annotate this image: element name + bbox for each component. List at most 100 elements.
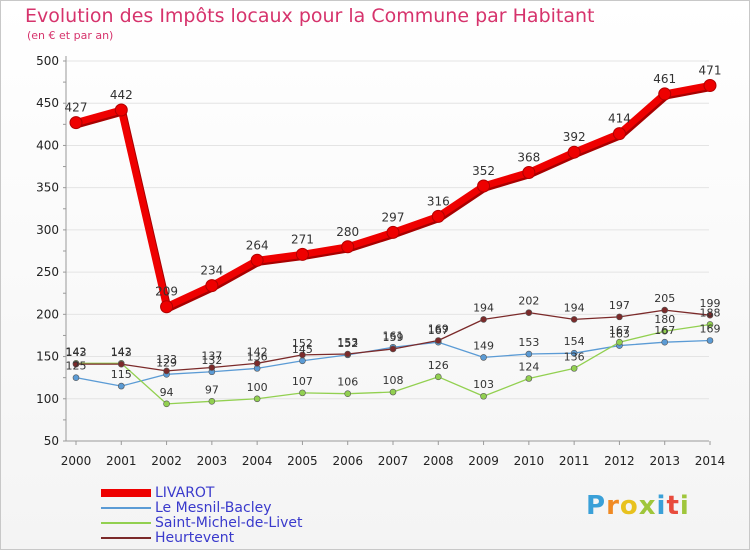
data-label: 136 [247,350,268,363]
data-label: 199 [700,297,721,310]
data-label: 106 [337,376,358,389]
data-label: 264 [246,238,269,252]
data-label: 209 [155,285,178,299]
data-label: 368 [517,150,540,164]
data-label: 94 [160,386,174,399]
data-label: 180 [654,313,675,326]
data-label: 414 [608,112,631,126]
data-label: 142 [247,345,268,358]
data-label: 163 [609,328,630,341]
data-label: 107 [292,375,313,388]
data-point [389,388,397,396]
data-point [250,253,264,267]
x-tick-label: 2014 [695,454,726,468]
data-point [706,337,714,344]
data-label: 152 [292,337,313,350]
legend-entry: Heurtevent [101,530,303,545]
data-label: 234 [200,264,223,278]
data-label: 169 [428,323,449,336]
y-tick-label: 350 [36,181,59,195]
data-point [570,349,578,357]
data-label: 132 [201,354,222,367]
data-label: 152 [337,337,358,350]
x-tick-label: 2008 [423,454,454,468]
data-label: 167 [654,324,675,337]
data-label: 143 [111,346,132,359]
y-tick-label: 500 [36,54,59,68]
x-tick-label: 2007 [378,454,409,468]
x-tick-label: 2004 [242,454,273,468]
data-point [341,240,355,254]
data-point [117,382,125,390]
data-point [616,313,623,321]
y-tick-label: 200 [36,307,59,321]
data-point [253,360,261,367]
y-tick-label: 450 [36,96,59,110]
y-tick-label: 50 [44,434,59,448]
data-point [160,300,174,314]
data-point [163,367,170,375]
legend-label: LIVAROT [155,484,215,501]
data-point [525,375,533,382]
data-label: 142 [66,345,87,358]
data-label: 202 [518,295,539,308]
legend-entry: Saint-Michel-de-Livet [101,515,303,530]
data-point [344,390,352,398]
data-label: 194 [473,301,494,314]
data-label: 471 [699,63,722,77]
data-label: 297 [382,210,405,224]
data-label: 392 [563,130,586,144]
x-tick-label: 2005 [287,454,318,468]
data-label: 316 [427,194,450,208]
data-label: 188 [700,306,721,319]
x-tick-label: 2010 [514,454,545,468]
data-label: 100 [247,381,268,394]
data-label: 154 [564,335,585,348]
data-point [616,338,623,346]
data-label: 153 [337,336,358,349]
data-label: 461 [653,72,676,86]
data-label: 129 [156,356,177,369]
data-label: 108 [383,374,404,387]
data-point [114,103,128,117]
data-point [431,209,445,223]
legend-swatch [101,521,151,524]
data-label: 442 [110,88,133,102]
data-point [570,365,578,372]
data-label: 280 [336,225,359,239]
data-label: 194 [564,301,585,314]
x-tick-label: 2002 [151,454,182,468]
data-point [163,400,170,408]
chart-subtitle: (en € et par an) [27,29,114,42]
data-label: 145 [292,343,313,356]
data-label: 159 [383,331,404,344]
data-label: 142 [111,345,132,358]
data-label: 197 [609,299,630,312]
data-point [706,311,714,319]
data-label: 167 [609,324,630,337]
data-point [434,373,442,381]
data-point [299,357,306,365]
y-tick-label: 100 [36,392,59,406]
data-point [72,374,80,381]
data-label: 136 [564,350,585,363]
data-label: 161 [383,329,404,342]
x-tick-label: 2006 [332,454,363,468]
data-point [525,309,533,316]
legend: LIVAROT Le Mesnil-Bacley Saint-Michel-de-L… [101,485,303,545]
data-point [477,179,491,193]
data-label: 97 [205,383,219,396]
data-label: 149 [473,339,494,352]
x-tick-label: 2011 [559,454,590,468]
data-label: 125 [66,360,87,373]
data-point [295,247,309,261]
data-label: 103 [473,378,494,391]
x-tick-label: 2012 [604,454,635,468]
legend-entry: Le Mesnil-Bacley [101,500,303,515]
data-point [525,350,533,358]
x-tick-label: 2009 [468,454,499,468]
data-point [522,165,536,179]
data-point [69,116,83,130]
